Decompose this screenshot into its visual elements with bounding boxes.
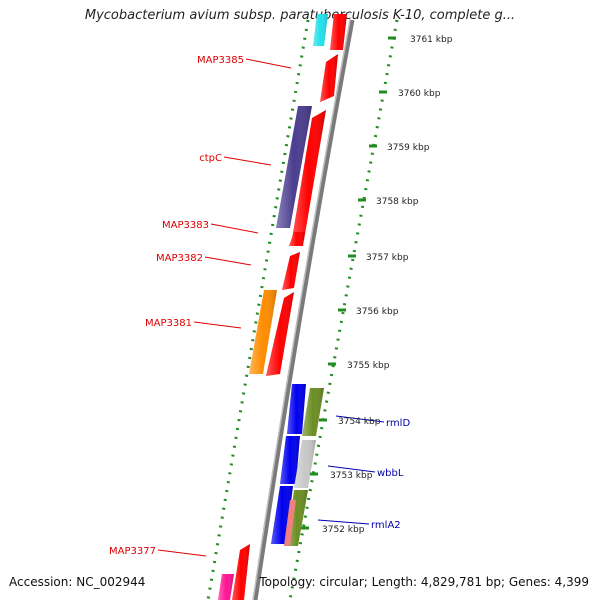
tick-label: 3761 kbp [410,35,453,45]
gene-label: wbbL [377,468,404,479]
map-title: Mycobacterium avium subsp. paratuberculo… [84,8,516,23]
leader-line [204,256,252,266]
gene-label: MAP3385 [197,55,244,66]
gene-rmlD-shade [302,388,324,436]
leader-line [210,223,259,234]
tick-label: 3753 kbp [330,471,373,481]
tick-label: 3752 kbp [322,525,365,535]
genome-backbone-highlight [252,19,351,600]
tick-label: 3755 kbp [347,361,390,371]
gene-g-top-cyan-shade [313,14,328,46]
gene-label: MAP3383 [162,220,209,231]
tick-label: 3760 kbp [398,89,441,99]
leader-line [327,465,376,473]
leader-line [317,519,370,525]
gene-label: rmlA2 [371,520,401,531]
gene-label: MAP3382 [156,253,203,264]
gene-label: rmlD [386,418,410,429]
gene-MAP3383-shade [289,232,305,246]
tick-marks: 3761 kbp 3760 kbp 3759 kbp 3758 kbp 3757 kbp… [301,35,453,535]
gene-ctpC-shade [276,106,312,228]
gene-MAP3382-shade [282,252,300,290]
tick-label: 3759 kbp [387,143,430,153]
leader-lines: MAP3385 ctpC MAP3383 MAP3382 MAP3381 MAP3377 r… [109,55,410,557]
tick-label: 3757 kbp [366,253,409,263]
gene-g-blue-1-shade [287,384,306,434]
gene-g-blue-2-shade [280,436,300,484]
gene-label: ctpC [199,153,222,164]
gene-MAP3385-shade [320,54,338,102]
gene-label: MAP3381 [145,318,192,329]
gene-g-red-long-shade [291,110,326,245]
gene-g-top-red-shade [330,14,347,50]
tick-label: 3758 kbp [376,197,419,207]
tick-label: 3756 kbp [356,307,399,317]
genome-backbone [252,19,355,600]
leader-line [157,549,207,557]
leader-line [223,156,272,166]
leader-line [245,58,292,69]
gene-g-bottom-magenta-shade [218,574,234,600]
gene-label: MAP3377 [109,546,156,557]
tick-label: 3754 kbp [338,417,381,427]
gene-wbbL-shade [294,440,316,488]
genome-info-label: Topology: circular; Length: 4,829,781 bp… [259,575,589,589]
leader-line [193,321,242,329]
gene-MAP3381-shade [249,290,277,374]
gene-MAP3377-shade [232,544,250,600]
leader-line [335,415,385,423]
genes-layer [218,14,347,600]
accession-label: Accession: NC_002944 [9,575,146,589]
gene-rmlA2-stripe [284,500,296,546]
gene-g-red-3381b-shade [266,292,294,376]
